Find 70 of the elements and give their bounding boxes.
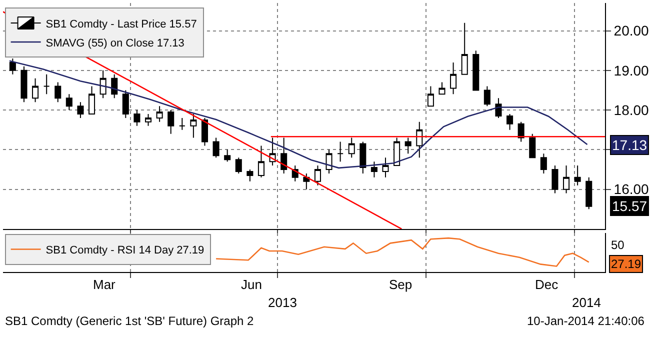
candlestick bbox=[552, 165, 558, 194]
candlestick bbox=[574, 165, 581, 186]
candlestick bbox=[178, 117, 186, 130]
candlestick bbox=[348, 137, 355, 158]
candlestick bbox=[144, 114, 152, 126]
y-tick-label: 19.00 bbox=[614, 62, 650, 78]
candlestick bbox=[212, 137, 220, 158]
candlestick bbox=[382, 157, 389, 178]
candlestick bbox=[122, 90, 129, 118]
text: 27.19 bbox=[611, 257, 642, 271]
legend-label: SB1 Comdty - Last Price 15.57 bbox=[46, 18, 197, 30]
legend-label: SMAVG (55) on Close 17.13 bbox=[46, 37, 184, 50]
y-tick-label: 20.00 bbox=[614, 22, 650, 39]
x-tick-label: Mar bbox=[93, 277, 116, 292]
candlestick bbox=[586, 176, 592, 210]
text: 2014 bbox=[572, 295, 601, 310]
x-tick-label: Dec bbox=[535, 277, 559, 292]
candlestick bbox=[168, 110, 174, 134]
candlestick bbox=[77, 102, 84, 118]
candlestick bbox=[235, 157, 242, 174]
x-tick-label: Sep bbox=[389, 277, 412, 292]
candlestick bbox=[370, 161, 378, 178]
text: 2013 bbox=[268, 295, 297, 310]
text: SB1 Comdty (Generic 1st 'SB' Future) Graph 2 bbox=[5, 314, 254, 328]
y-tick-label: 16.00 bbox=[614, 181, 650, 198]
candlestick bbox=[224, 149, 231, 162]
candlestick bbox=[540, 153, 547, 174]
candlestick bbox=[190, 114, 197, 138]
candlestick bbox=[427, 86, 434, 107]
candlestick bbox=[32, 78, 39, 103]
line-series bbox=[8, 60, 588, 169]
annotation: 15.57 bbox=[612, 198, 648, 214]
candlestick bbox=[9, 58, 16, 75]
candlestick bbox=[450, 62, 457, 95]
candlestick bbox=[360, 141, 366, 174]
candlestick bbox=[438, 82, 446, 95]
candlestick bbox=[484, 86, 490, 107]
candlestick bbox=[404, 137, 412, 154]
candlestick bbox=[461, 22, 468, 75]
candlestick bbox=[66, 94, 72, 111]
candlestick bbox=[100, 70, 106, 99]
candlestick bbox=[20, 66, 28, 103]
candlestick bbox=[394, 137, 400, 166]
candlestick bbox=[472, 50, 480, 91]
candlestick bbox=[88, 86, 96, 114]
candlestick bbox=[246, 169, 254, 182]
candlestick bbox=[314, 165, 321, 186]
candlestick bbox=[111, 74, 118, 99]
candlestick bbox=[280, 137, 288, 174]
candlestick bbox=[326, 149, 332, 174]
candlestick bbox=[258, 145, 264, 178]
candlestick bbox=[337, 141, 344, 162]
text: 10-Jan-2014 21:40:06 bbox=[527, 314, 645, 328]
y-tick-label: 18.00 bbox=[614, 102, 650, 118]
candlestick bbox=[134, 110, 140, 126]
candlestick bbox=[529, 133, 536, 158]
text: 50 bbox=[611, 238, 625, 252]
annotation: 17.13 bbox=[612, 137, 648, 153]
candlestick bbox=[43, 74, 50, 95]
candlestick bbox=[518, 121, 524, 142]
candlestick bbox=[303, 172, 310, 190]
candlestick bbox=[506, 114, 514, 130]
candlestick bbox=[495, 98, 502, 118]
candlestick bbox=[563, 165, 570, 194]
legend-label: SB1 Comdty - RSI 14 Day 27.19 bbox=[46, 244, 204, 257]
candlestick bbox=[54, 82, 62, 103]
x-tick-label: Jun bbox=[241, 277, 262, 292]
candlestick bbox=[416, 121, 423, 158]
candlestick bbox=[156, 106, 163, 122]
candlestick bbox=[201, 117, 208, 146]
